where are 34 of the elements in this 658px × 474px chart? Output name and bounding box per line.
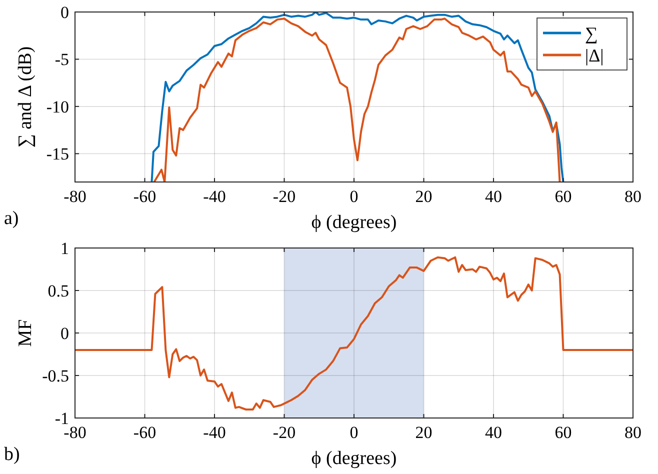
y-tick-label: 0 — [60, 2, 69, 22]
x-tick-label: -40 — [203, 423, 226, 442]
y-tick-label: 0 — [60, 324, 69, 343]
legend-label: ∑ — [585, 23, 598, 44]
y-axis-title: ∑ and Δ (dB) — [15, 46, 36, 148]
x-axis-title: ϕ (degrees) — [311, 212, 397, 233]
x-tick-label: -20 — [272, 423, 296, 442]
x-tick-label: -60 — [133, 187, 156, 206]
x-tick-label: 20 — [415, 187, 432, 206]
y-tick-label: -0.5 — [42, 366, 69, 386]
x-tick-label: 80 — [624, 187, 642, 206]
y-tick-label: -5 — [54, 50, 69, 70]
x-tick-label: -60 — [133, 423, 156, 442]
y-tick-label: 0.5 — [48, 281, 69, 300]
x-tick-label: 60 — [554, 423, 572, 442]
y-axis-title: MF — [15, 319, 36, 347]
x-tick-label: 20 — [415, 423, 432, 442]
y-tick-label: -10 — [46, 97, 69, 116]
text: b) — [4, 444, 20, 465]
x-tick-label: 80 — [624, 423, 642, 442]
y-tick-label: 1 — [60, 238, 69, 258]
x-tick-label: 40 — [485, 423, 502, 442]
line-series — [75, 256, 633, 410]
x-tick-label: 0 — [350, 423, 358, 442]
x-tick-label: 0 — [350, 187, 358, 206]
text: a) — [4, 208, 19, 229]
x-tick-label: 40 — [485, 187, 502, 206]
x-tick-label: -20 — [272, 187, 296, 206]
legend-label: |Δ| — [585, 45, 604, 66]
x-tick-label: 60 — [554, 187, 572, 206]
y-tick-label: -15 — [46, 144, 69, 164]
x-axis-title: ϕ (degrees) — [311, 448, 397, 469]
x-tick-label: -40 — [203, 187, 226, 206]
x-tick-label: -80 — [64, 187, 86, 206]
